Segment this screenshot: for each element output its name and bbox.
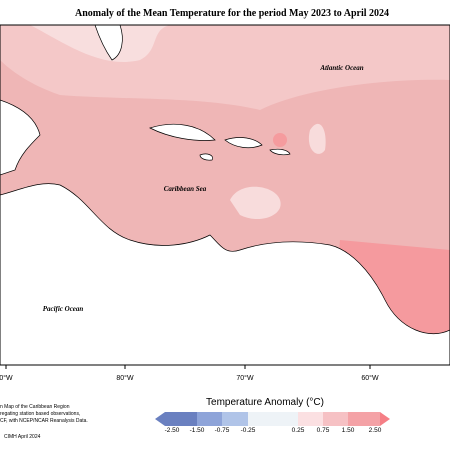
anomaly-zone <box>273 133 287 147</box>
land <box>94 24 123 61</box>
ocean-label: Pacific Ocean <box>43 305 84 313</box>
map-frame <box>0 24 450 366</box>
anomaly-zone <box>230 186 281 220</box>
color-bin <box>197 412 222 426</box>
legend-tick-label: 2.50 <box>369 427 382 434</box>
lon-label: 0°W <box>0 374 13 382</box>
colorbar-arrow <box>155 412 165 426</box>
map <box>0 24 450 366</box>
land <box>149 123 216 141</box>
color-bin <box>298 412 323 426</box>
ocean-label: Caribbean Sea <box>164 185 207 193</box>
legend-tick-label: 0.25 <box>292 427 305 434</box>
colorbar-arrow <box>380 412 390 426</box>
footnote: regating station based observations, <box>0 411 80 417</box>
color-bin <box>248 412 298 426</box>
title: Anomaly of the Mean Temperature for the … <box>75 8 389 19</box>
footnote: CF, with NCEP/NCAR Reanalysis Data. <box>0 418 88 424</box>
legend-title: Temperature Anomaly (°C) <box>206 397 324 408</box>
color-bin <box>165 412 197 426</box>
land <box>269 148 291 156</box>
footnote: n Map of the Caribbean Region <box>0 404 70 410</box>
legend-tick-label: -0.75 <box>215 427 230 434</box>
legend-tick-label: -1.50 <box>190 427 205 434</box>
legend-tick-label: 1.50 <box>342 427 355 434</box>
ocean-label: Atlantic Ocean <box>319 64 363 72</box>
lon-label: 70°W <box>236 374 254 382</box>
anomaly-zone <box>30 25 170 62</box>
color-bin <box>222 412 248 426</box>
legend-tick-label: -0.25 <box>241 427 256 434</box>
land <box>0 99 41 176</box>
lon-label: 80°W <box>116 374 134 382</box>
anomaly-zone <box>308 123 326 154</box>
colorbar <box>155 412 390 426</box>
land <box>224 137 263 149</box>
land <box>199 153 214 161</box>
footnote-credit: CIMH April 2024 <box>4 434 41 440</box>
lon-label: 60°W <box>361 374 379 382</box>
color-bin <box>323 412 348 426</box>
legend-tick-label: 0.75 <box>317 427 330 434</box>
legend-tick-label: -2.50 <box>165 427 180 434</box>
land <box>0 183 450 366</box>
color-bin <box>348 412 380 426</box>
